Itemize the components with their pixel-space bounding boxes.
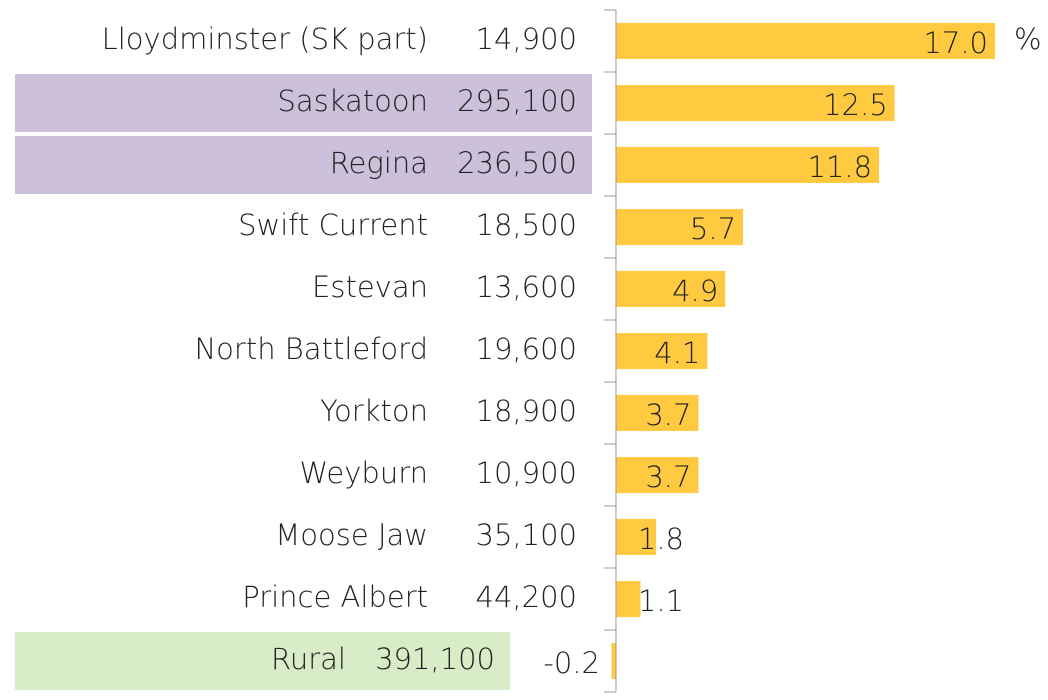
population-label: 35,100 [476, 518, 577, 552]
population-label: 19,600 [476, 332, 577, 366]
category-label: Estevan [312, 270, 428, 304]
population-label: 13,600 [476, 270, 577, 304]
value-label: 1.1 [638, 584, 684, 618]
population-label: 10,900 [476, 456, 577, 490]
bar [615, 395, 699, 431]
category-label: Yorkton [320, 394, 428, 428]
category-label: Weyburn [299, 456, 428, 490]
bar [611, 643, 616, 679]
category-highlight [15, 136, 592, 194]
population-label: 14,900 [476, 22, 577, 56]
bar [615, 271, 726, 307]
value-label: 11.8 [807, 150, 872, 184]
category-label: Rural [271, 642, 346, 676]
category-highlight [15, 632, 510, 690]
value-label: -0.2 [543, 646, 600, 680]
bar [615, 85, 895, 121]
population-label: 44,200 [476, 580, 577, 614]
value-label: 4.1 [654, 336, 700, 370]
bar [615, 147, 880, 183]
bar [615, 581, 641, 617]
unit-label: % [1014, 22, 1042, 56]
bar [615, 209, 744, 245]
value-label: 17.0 [923, 26, 988, 60]
bar [615, 519, 657, 555]
value-label: 3.7 [645, 398, 691, 432]
bar [615, 457, 699, 493]
bar [615, 333, 708, 369]
value-label: 3.7 [645, 460, 691, 494]
population-label: 18,900 [476, 394, 577, 428]
population-label: 18,500 [476, 208, 577, 242]
category-highlight [15, 74, 592, 132]
category-label: Prince Albert [242, 580, 428, 614]
category-label: Regina [330, 146, 428, 180]
population-label: 236,500 [457, 146, 577, 180]
value-label: 1.8 [638, 522, 684, 556]
population-label: 295,100 [457, 84, 577, 118]
category-label: Lloydminster (SK part) [102, 22, 428, 56]
value-label: 5.7 [690, 212, 736, 246]
category-label: Saskatoon [277, 84, 428, 118]
category-label: North Battleford [194, 332, 428, 366]
bar [615, 23, 995, 59]
population-label: 391,100 [375, 642, 495, 676]
value-label: 4.9 [672, 274, 718, 308]
value-label: 12.5 [823, 88, 888, 122]
category-label: Swift Current [238, 208, 428, 242]
category-label: Moose Jaw [275, 518, 428, 552]
